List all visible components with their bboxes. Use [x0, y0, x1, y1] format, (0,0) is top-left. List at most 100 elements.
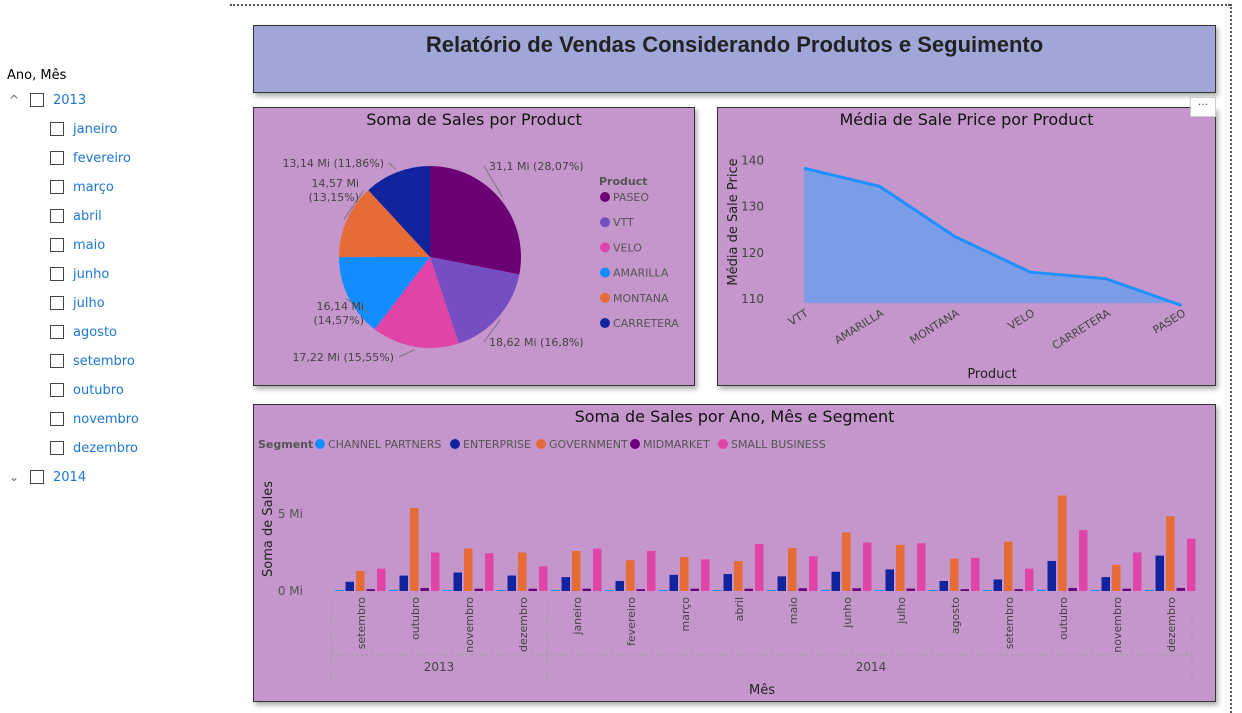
- bar-midmarket[interactable]: [1122, 588, 1132, 591]
- area-chart[interactable]: 110 120 130 140 VTT AMARILLA MONTANA VELO CARRET…: [718, 108, 1215, 385]
- bar-government[interactable]: [356, 570, 365, 591]
- bar-enterprise[interactable]: [399, 575, 409, 591]
- bar-small-business[interactable]: [431, 552, 440, 592]
- bar-midmarket[interactable]: [528, 588, 538, 591]
- bar-midmarket[interactable]: [636, 589, 646, 591]
- bar-midmarket[interactable]: [1176, 587, 1186, 591]
- checkbox[interactable]: [30, 470, 44, 484]
- bar-government[interactable]: [842, 532, 851, 591]
- bar-chart-panel[interactable]: Soma de Sales por Ano, Mês e Segment Seg…: [253, 404, 1216, 702]
- bar-small-business[interactable]: [1079, 530, 1088, 591]
- slicer-month-item[interactable]: outubro: [50, 379, 124, 401]
- bar-channel-partners[interactable]: [551, 589, 560, 591]
- chevron-down-icon[interactable]: ⌄: [8, 470, 20, 484]
- checkbox[interactable]: [50, 151, 64, 165]
- bar-channel-partners[interactable]: [389, 589, 398, 591]
- slicer-month-item[interactable]: agosto: [50, 321, 117, 343]
- bar-small-business[interactable]: [593, 548, 602, 591]
- bar-government[interactable]: [950, 558, 959, 591]
- bar-channel-partners[interactable]: [713, 590, 722, 591]
- bar-enterprise[interactable]: [669, 574, 679, 591]
- bar-small-business[interactable]: [1133, 552, 1142, 592]
- pie-slice-velo[interactable]: [374, 257, 459, 348]
- bar-small-business[interactable]: [755, 544, 764, 591]
- bar-government[interactable]: [1166, 516, 1175, 591]
- bar-midmarket[interactable]: [690, 588, 700, 591]
- slicer-month-item[interactable]: dezembro: [50, 437, 138, 459]
- chevron-up-icon[interactable]: ^: [8, 93, 20, 107]
- checkbox[interactable]: [50, 354, 64, 368]
- area-chart-panel[interactable]: Média de Sale Price por Product 110 120 13…: [717, 107, 1216, 386]
- slicer-month-item[interactable]: abril: [50, 205, 102, 227]
- slicer-month-item[interactable]: julho: [50, 292, 105, 314]
- bar-enterprise[interactable]: [723, 574, 733, 591]
- pie-slice-paseo[interactable]: [430, 166, 521, 275]
- bar-midmarket[interactable]: [420, 587, 430, 591]
- bar-chart[interactable]: Segment CHANNEL PARTNERS ENTERPRISE GOVERNM…: [254, 405, 1215, 701]
- bar-channel-partners[interactable]: [767, 590, 776, 591]
- bar-channel-partners[interactable]: [497, 590, 506, 591]
- bar-channel-partners[interactable]: [875, 590, 884, 591]
- checkbox[interactable]: [50, 383, 64, 397]
- bar-midmarket[interactable]: [474, 588, 484, 591]
- bar-government[interactable]: [410, 507, 419, 591]
- bar-channel-partners[interactable]: [335, 590, 344, 591]
- bar-government[interactable]: [1058, 495, 1067, 591]
- bar-government[interactable]: [734, 560, 743, 591]
- slicer-month-item[interactable]: março: [50, 176, 114, 198]
- checkbox[interactable]: [50, 267, 64, 281]
- bar-channel-partners[interactable]: [821, 589, 830, 591]
- checkbox[interactable]: [50, 412, 64, 426]
- pie-slice-amarilla[interactable]: [339, 257, 430, 330]
- more-options-button[interactable]: ···: [1190, 97, 1216, 117]
- bar-government[interactable]: [788, 547, 797, 591]
- pie-chart[interactable]: 31,1 Mi (28,07%) 18,62 Mi (16,8%) 17,22 Mi…: [254, 108, 694, 385]
- bar-government[interactable]: [518, 552, 527, 592]
- bar-enterprise[interactable]: [831, 571, 841, 591]
- bar-channel-partners[interactable]: [605, 590, 614, 591]
- bar-government[interactable]: [464, 548, 473, 591]
- bar-small-business[interactable]: [971, 557, 980, 591]
- checkbox[interactable]: [50, 180, 64, 194]
- bar-enterprise[interactable]: [453, 572, 463, 591]
- checkbox[interactable]: [50, 296, 64, 310]
- checkbox[interactable]: [30, 93, 44, 107]
- slicer-month-item[interactable]: novembro: [50, 408, 139, 430]
- checkbox[interactable]: [50, 122, 64, 136]
- slicer-year-2013[interactable]: ^ 2013: [7, 89, 86, 111]
- bar-channel-partners[interactable]: [659, 590, 668, 591]
- bar-midmarket[interactable]: [366, 589, 376, 591]
- bar-channel-partners[interactable]: [1145, 589, 1154, 591]
- slicer-month-item[interactable]: janeiro: [50, 118, 117, 140]
- bar-small-business[interactable]: [485, 553, 494, 591]
- pie-slice-vtt[interactable]: [430, 257, 520, 344]
- bar-midmarket[interactable]: [852, 588, 862, 591]
- bar-small-business[interactable]: [539, 566, 548, 591]
- slicer-month-item[interactable]: setembro: [50, 350, 135, 372]
- bar-government[interactable]: [572, 550, 581, 591]
- slicer-year-2014[interactable]: ⌄ 2014: [7, 466, 86, 488]
- bar-enterprise[interactable]: [993, 579, 1003, 591]
- bar-government[interactable]: [1112, 564, 1121, 591]
- bar-midmarket[interactable]: [906, 588, 916, 591]
- bar-enterprise[interactable]: [561, 577, 571, 591]
- bar-government[interactable]: [896, 544, 905, 591]
- bar-midmarket[interactable]: [1068, 587, 1078, 591]
- slicer-month-item[interactable]: fevereiro: [50, 147, 131, 169]
- bar-enterprise[interactable]: [615, 580, 625, 591]
- bar-small-business[interactable]: [647, 550, 656, 591]
- bar-midmarket[interactable]: [798, 588, 808, 591]
- bar-enterprise[interactable]: [1101, 577, 1111, 591]
- slicer-month-item[interactable]: junho: [50, 263, 109, 285]
- bar-channel-partners[interactable]: [1091, 590, 1100, 591]
- bar-small-business[interactable]: [1025, 568, 1034, 591]
- bar-enterprise[interactable]: [1047, 560, 1057, 591]
- bar-small-business[interactable]: [377, 568, 386, 591]
- bar-government[interactable]: [626, 560, 635, 591]
- checkbox[interactable]: [50, 238, 64, 252]
- bar-small-business[interactable]: [863, 542, 872, 591]
- bar-midmarket[interactable]: [960, 589, 970, 591]
- pie-slice-montana[interactable]: [339, 190, 430, 258]
- bar-small-business[interactable]: [1187, 538, 1196, 591]
- bar-small-business[interactable]: [917, 543, 926, 591]
